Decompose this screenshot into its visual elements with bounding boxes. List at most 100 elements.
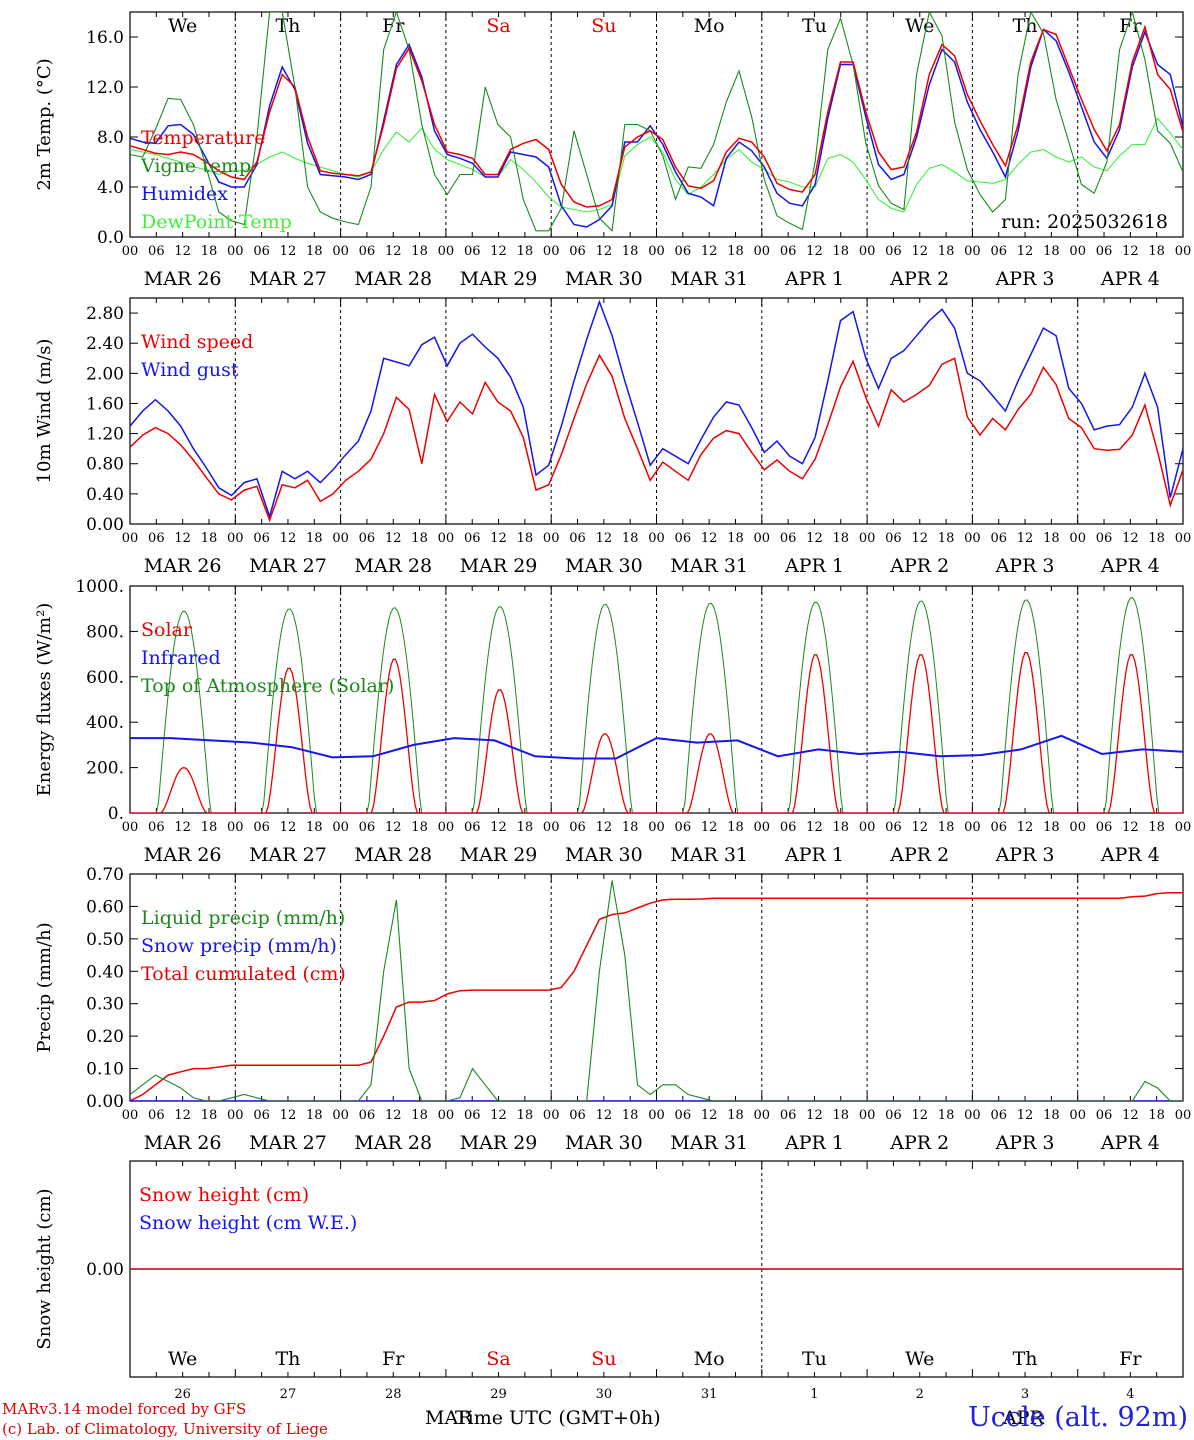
hour-tick-label: 06 bbox=[780, 1108, 797, 1123]
date-label: MAR 28 bbox=[354, 555, 432, 577]
weekday-label: We bbox=[168, 15, 197, 37]
y-tick-label: 0.10 bbox=[86, 1060, 124, 1080]
weekday-label: Tu bbox=[802, 15, 827, 37]
weekday-label: Fr bbox=[1119, 15, 1142, 37]
hour-tick-label: 12 bbox=[911, 244, 928, 259]
y-tick-label: 400. bbox=[86, 713, 124, 733]
hour-tick-label: 12 bbox=[596, 820, 613, 835]
hour-tick-label: 00 bbox=[122, 244, 139, 259]
hour-tick-label: 12 bbox=[174, 531, 191, 546]
y-tick-label: 0.00 bbox=[86, 1260, 124, 1280]
date-label: MAR 27 bbox=[249, 555, 327, 577]
hour-tick-label: 06 bbox=[990, 244, 1007, 259]
date-label: APR 3 bbox=[995, 844, 1055, 866]
hour-tick-label: 06 bbox=[990, 1108, 1007, 1123]
hour-tick-label: 18 bbox=[306, 531, 323, 546]
date-label: MAR 26 bbox=[144, 555, 222, 577]
hour-tick-label: 06 bbox=[253, 531, 270, 546]
hour-tick-label: 12 bbox=[280, 820, 297, 835]
hour-tick-label: 06 bbox=[780, 531, 797, 546]
date-label: APR 1 bbox=[784, 268, 844, 290]
hour-tick-label: 06 bbox=[464, 531, 481, 546]
date-label: APR 2 bbox=[889, 1132, 949, 1154]
series-line-1 bbox=[130, 880, 1183, 1101]
hour-tick-label: 06 bbox=[464, 1108, 481, 1123]
hour-tick-label: 06 bbox=[569, 820, 586, 835]
date-label: MAR 28 bbox=[354, 1132, 432, 1154]
hour-tick-label: 18 bbox=[1148, 820, 1165, 835]
hour-tick-label: 18 bbox=[517, 531, 534, 546]
date-label: MAR 31 bbox=[670, 1132, 748, 1154]
legend-entry: Snow height (cm) bbox=[139, 1184, 309, 1206]
hour-tick-label: 00 bbox=[1069, 531, 1086, 546]
hour-tick-label: 12 bbox=[174, 244, 191, 259]
infrared-line bbox=[130, 734, 1183, 760]
y-axis-label: 10m Wind (m/s) bbox=[34, 339, 55, 484]
hour-tick-label: 12 bbox=[806, 820, 823, 835]
y-tick-label: 0.30 bbox=[86, 995, 124, 1015]
hour-tick-label: 00 bbox=[1175, 820, 1192, 835]
hour-tick-label: 00 bbox=[964, 1108, 981, 1123]
hour-tick-label: 12 bbox=[701, 531, 718, 546]
y-axis-label: Precip (mm/h) bbox=[34, 922, 55, 1052]
weekday-label: Fr bbox=[382, 1348, 405, 1370]
y-tick-label: 0.40 bbox=[86, 485, 124, 505]
hour-tick-label: 00 bbox=[648, 531, 665, 546]
date-label: MAR 26 bbox=[144, 844, 222, 866]
date-label: MAR 26 bbox=[144, 1132, 222, 1154]
day-number: 1 bbox=[810, 1387, 818, 1402]
date-label: MAR 29 bbox=[460, 1132, 538, 1154]
legend-entry: Vigne temp bbox=[140, 155, 251, 177]
date-label: APR 4 bbox=[1100, 1132, 1160, 1154]
hour-tick-label: 18 bbox=[1148, 1108, 1165, 1123]
weekday-label: Tu bbox=[802, 1348, 827, 1370]
hour-tick-label: 12 bbox=[911, 1108, 928, 1123]
date-label: MAR 31 bbox=[670, 844, 748, 866]
weekday-label: We bbox=[168, 1348, 197, 1370]
date-label: MAR 29 bbox=[460, 555, 538, 577]
day-number: 3 bbox=[1021, 1387, 1029, 1402]
hour-tick-label: 12 bbox=[1122, 1108, 1139, 1123]
date-label: MAR 29 bbox=[460, 844, 538, 866]
hour-tick-label: 12 bbox=[280, 531, 297, 546]
hour-tick-label: 06 bbox=[780, 244, 797, 259]
hour-tick-label: 12 bbox=[596, 1108, 613, 1123]
solar-line bbox=[130, 651, 1183, 813]
y-tick-label: 1.60 bbox=[86, 394, 124, 414]
hour-tick-label: 18 bbox=[1043, 531, 1060, 546]
y-tick-label: 12.0 bbox=[86, 78, 124, 98]
hour-tick-label: 06 bbox=[359, 244, 376, 259]
date-label: MAR 30 bbox=[565, 844, 643, 866]
hour-tick-label: 18 bbox=[306, 244, 323, 259]
hour-tick-label: 00 bbox=[543, 1108, 560, 1123]
day-number: 30 bbox=[596, 1387, 613, 1402]
hour-tick-label: 18 bbox=[1148, 531, 1165, 546]
hour-tick-label: 06 bbox=[1096, 1108, 1113, 1123]
month-label-left: MAR bbox=[425, 1407, 473, 1429]
hour-tick-label: 06 bbox=[359, 820, 376, 835]
day-number: 4 bbox=[1126, 1387, 1134, 1402]
y-tick-label: 0.60 bbox=[86, 897, 124, 917]
weekday-label: We bbox=[905, 1348, 934, 1370]
date-label: APR 4 bbox=[1100, 268, 1160, 290]
hour-tick-label: 12 bbox=[385, 531, 402, 546]
hour-tick-label: 12 bbox=[701, 1108, 718, 1123]
hour-tick-label: 18 bbox=[727, 820, 744, 835]
y-tick-label: 1.20 bbox=[86, 425, 124, 445]
weekday-label: Sa bbox=[486, 15, 510, 37]
day-number: 28 bbox=[385, 1387, 402, 1402]
hour-tick-label: 12 bbox=[174, 820, 191, 835]
date-label: MAR 30 bbox=[565, 1132, 643, 1154]
weekday-label: Mo bbox=[694, 1348, 725, 1370]
y-tick-label: 600. bbox=[86, 668, 124, 688]
date-label: APR 1 bbox=[784, 844, 844, 866]
hour-tick-label: 06 bbox=[675, 531, 692, 546]
hour-tick-label: 00 bbox=[438, 820, 455, 835]
hour-tick-label: 18 bbox=[727, 531, 744, 546]
hour-tick-label: 12 bbox=[596, 531, 613, 546]
hour-tick-label: 12 bbox=[701, 820, 718, 835]
date-label: MAR 30 bbox=[565, 555, 643, 577]
date-label: MAR 29 bbox=[460, 268, 538, 290]
panel-2: 0.00 0.40 0.80 1.20 1.60 2.00 2.40 2.80 10m Wind… bbox=[34, 297, 1191, 577]
series-group bbox=[130, 12, 1183, 232]
